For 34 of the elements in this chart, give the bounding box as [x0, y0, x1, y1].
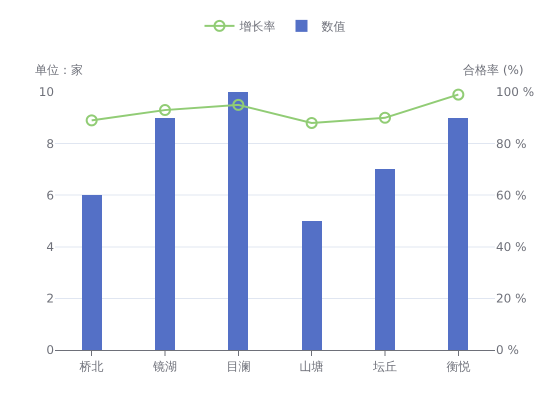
y-tick-label: 2: [46, 292, 54, 306]
y2-tick-label: 100 %: [496, 85, 534, 100]
y-tick-label: 4: [46, 240, 54, 254]
bar: [228, 92, 248, 350]
bar: [82, 195, 102, 350]
y2-axis-title: 合格率 (%): [463, 63, 524, 77]
legend-label: 数值: [322, 20, 346, 34]
bar: [302, 221, 322, 350]
x-tick-label: 山塘: [300, 359, 324, 374]
legend-label: 增长率: [238, 20, 276, 34]
y2-tick-label: 80 %: [496, 136, 526, 151]
y2-tick-label: 0 %: [496, 343, 519, 358]
x-tick-label: 坛丘: [372, 359, 397, 374]
x-tick-label: 镜湖: [152, 359, 177, 374]
x-tick-label: 目澜: [226, 359, 250, 374]
bar: [375, 169, 395, 350]
point: [232, 98, 244, 111]
y2-tick-label: 40 %: [496, 240, 526, 254]
point: [159, 104, 171, 116]
x-tick-label: 桥北: [78, 359, 104, 374]
y-tick-label: 0: [46, 343, 54, 358]
y-tick-label: 6: [46, 188, 54, 202]
y2-tick-label: 60 %: [496, 188, 526, 202]
y-tick-label: 8: [46, 136, 54, 151]
y-tick-label: 10: [38, 85, 54, 100]
point: [452, 88, 464, 101]
y-axis-title: 单位：家: [35, 63, 83, 77]
point: [379, 112, 391, 124]
x-tick-label: 衡悦: [446, 359, 470, 374]
y2-tick-label: 20 %: [496, 292, 526, 306]
point: [306, 116, 318, 129]
point: [86, 114, 98, 126]
bar: [448, 118, 468, 350]
bar: [155, 118, 175, 350]
